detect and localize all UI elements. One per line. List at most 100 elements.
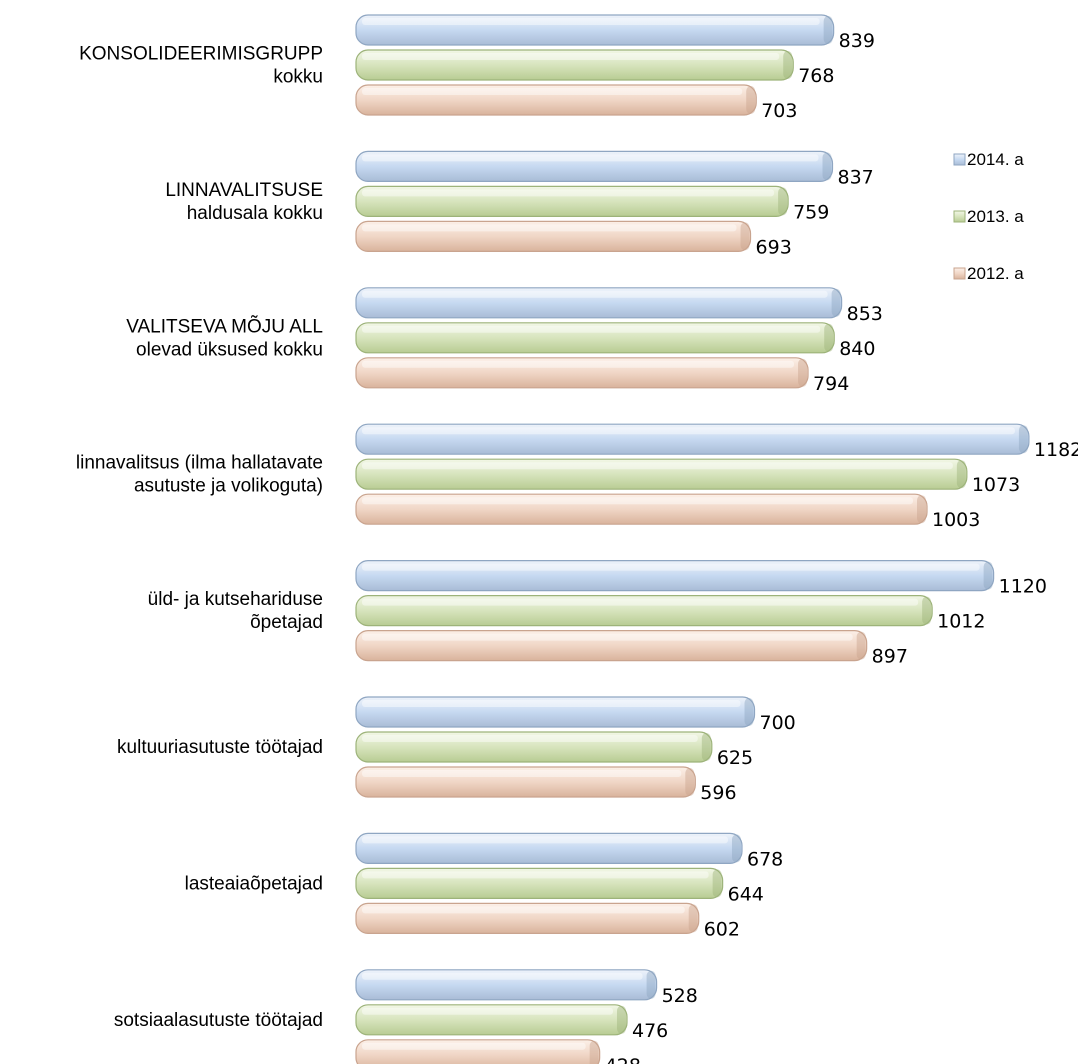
value-label: 768: [798, 65, 834, 87]
category-label: KONSOLIDEERIMISGRUPP: [79, 44, 323, 65]
legend-swatch: [953, 267, 966, 280]
bar-end-cap: [740, 222, 750, 251]
category-label: lasteaiaõpetajad: [185, 873, 323, 894]
bar-highlight: [362, 189, 775, 197]
value-label: 1182: [1034, 439, 1078, 461]
bar-highlight: [362, 497, 914, 505]
value-label: 759: [793, 201, 829, 223]
bar-highlight: [362, 325, 821, 333]
bar-highlight: [362, 770, 682, 777]
bar-2014-0: [355, 14, 835, 46]
bar-2012-4: [355, 629, 868, 662]
bar-end-cap: [831, 288, 841, 317]
value-label: 839: [839, 30, 875, 52]
bar-end-cap: [778, 187, 788, 216]
value-label: 625: [717, 747, 753, 769]
bar-highlight: [362, 53, 780, 60]
bar-end-cap: [822, 152, 832, 181]
category-label: olevad üksused kokku: [136, 339, 323, 360]
category-label: kultuuriasutuste töötajad: [117, 737, 323, 758]
value-label: 678: [747, 848, 783, 870]
bar-end-cap: [712, 869, 722, 898]
bar-highlight: [362, 290, 828, 298]
bar-2014-7: [355, 969, 658, 1001]
bar-end-cap: [956, 460, 966, 489]
value-label: 703: [761, 100, 797, 122]
bar-highlight: [362, 224, 737, 232]
category-label: kokku: [273, 67, 323, 88]
bar-end-cap: [1018, 425, 1028, 454]
bar-end-cap: [746, 86, 756, 114]
category-label: üld- ja kutsehariduse: [148, 589, 323, 610]
bar-2013-7: [355, 1004, 628, 1036]
bar-end-cap: [731, 834, 741, 863]
legend-swatch: [953, 210, 966, 223]
bar-highlight: [362, 598, 919, 606]
bar-highlight: [362, 563, 980, 571]
value-label: 1120: [999, 576, 1047, 598]
value-label: 1003: [932, 509, 980, 531]
bar-highlight: [362, 871, 709, 879]
bar-2012-5: [355, 766, 696, 798]
bar-2014-1: [355, 150, 834, 182]
value-label: 428: [605, 1055, 641, 1064]
bar-end-cap: [589, 1040, 599, 1064]
bar-end-cap: [646, 970, 656, 999]
bar-2012-1: [355, 220, 752, 252]
bar-2013-3: [355, 458, 968, 490]
bar-2014-3: [355, 423, 1030, 455]
bar-highlight: [362, 1007, 613, 1015]
category-label: sotsiaalasutuste töötajad: [114, 1010, 323, 1031]
bar-highlight: [362, 735, 698, 742]
bar-end-cap: [922, 596, 932, 625]
bar-2014-5: [355, 696, 756, 728]
legend: 2014. a 2013. a 2012. a: [953, 150, 1024, 283]
value-label: 693: [756, 236, 792, 258]
category-label: LINNAVALITSUSE: [165, 180, 323, 201]
bar-2014-2: [355, 287, 843, 319]
bar-end-cap: [917, 495, 927, 524]
bar-highlight: [362, 633, 853, 641]
value-label: 602: [704, 918, 740, 940]
category-label: linnavalitsus (ilma hallatavate: [76, 453, 323, 474]
bar-highlight: [362, 462, 953, 470]
bar-end-cap: [616, 1005, 626, 1034]
value-label: 528: [662, 985, 698, 1007]
category-label: VALITSEVA MÕJU ALL: [126, 315, 323, 337]
bar-end-cap: [783, 51, 793, 79]
bar-end-cap: [744, 698, 754, 726]
bar-2013-6: [355, 867, 724, 900]
bars: [355, 14, 1030, 1064]
value-label: 840: [839, 338, 875, 360]
bar-highlight: [362, 972, 643, 980]
bar-highlight: [362, 906, 685, 914]
bar-2012-2: [355, 357, 809, 389]
bar-end-cap: [823, 16, 833, 44]
bar-highlight: [362, 427, 1015, 435]
bar-end-cap: [824, 323, 834, 352]
bar-highlight: [362, 154, 819, 162]
value-label: 1073: [972, 474, 1020, 496]
legend-swatch: [953, 153, 966, 166]
bar-2012-6: [355, 902, 700, 935]
bar-end-cap: [688, 904, 698, 933]
value-label: 700: [760, 712, 796, 734]
bar-2014-6: [355, 832, 743, 865]
value-label: 897: [872, 646, 908, 668]
bar-end-cap: [798, 358, 808, 387]
category-label: asutuste ja volikoguta): [134, 476, 323, 497]
bar-2014-4: [355, 559, 995, 592]
bar-highlight: [362, 836, 728, 844]
legend-label: 2013. a: [967, 207, 1024, 226]
bar-2012-3: [355, 493, 928, 525]
category-label: haldusala kokku: [187, 203, 323, 224]
legend-label: 2012. a: [967, 264, 1024, 283]
bar-end-cap: [983, 561, 993, 590]
bar-end-cap: [701, 733, 711, 761]
bar-highlight: [362, 360, 795, 368]
value-label: 853: [847, 303, 883, 325]
bar-highlight: [362, 1042, 586, 1050]
value-label: 837: [838, 166, 874, 188]
